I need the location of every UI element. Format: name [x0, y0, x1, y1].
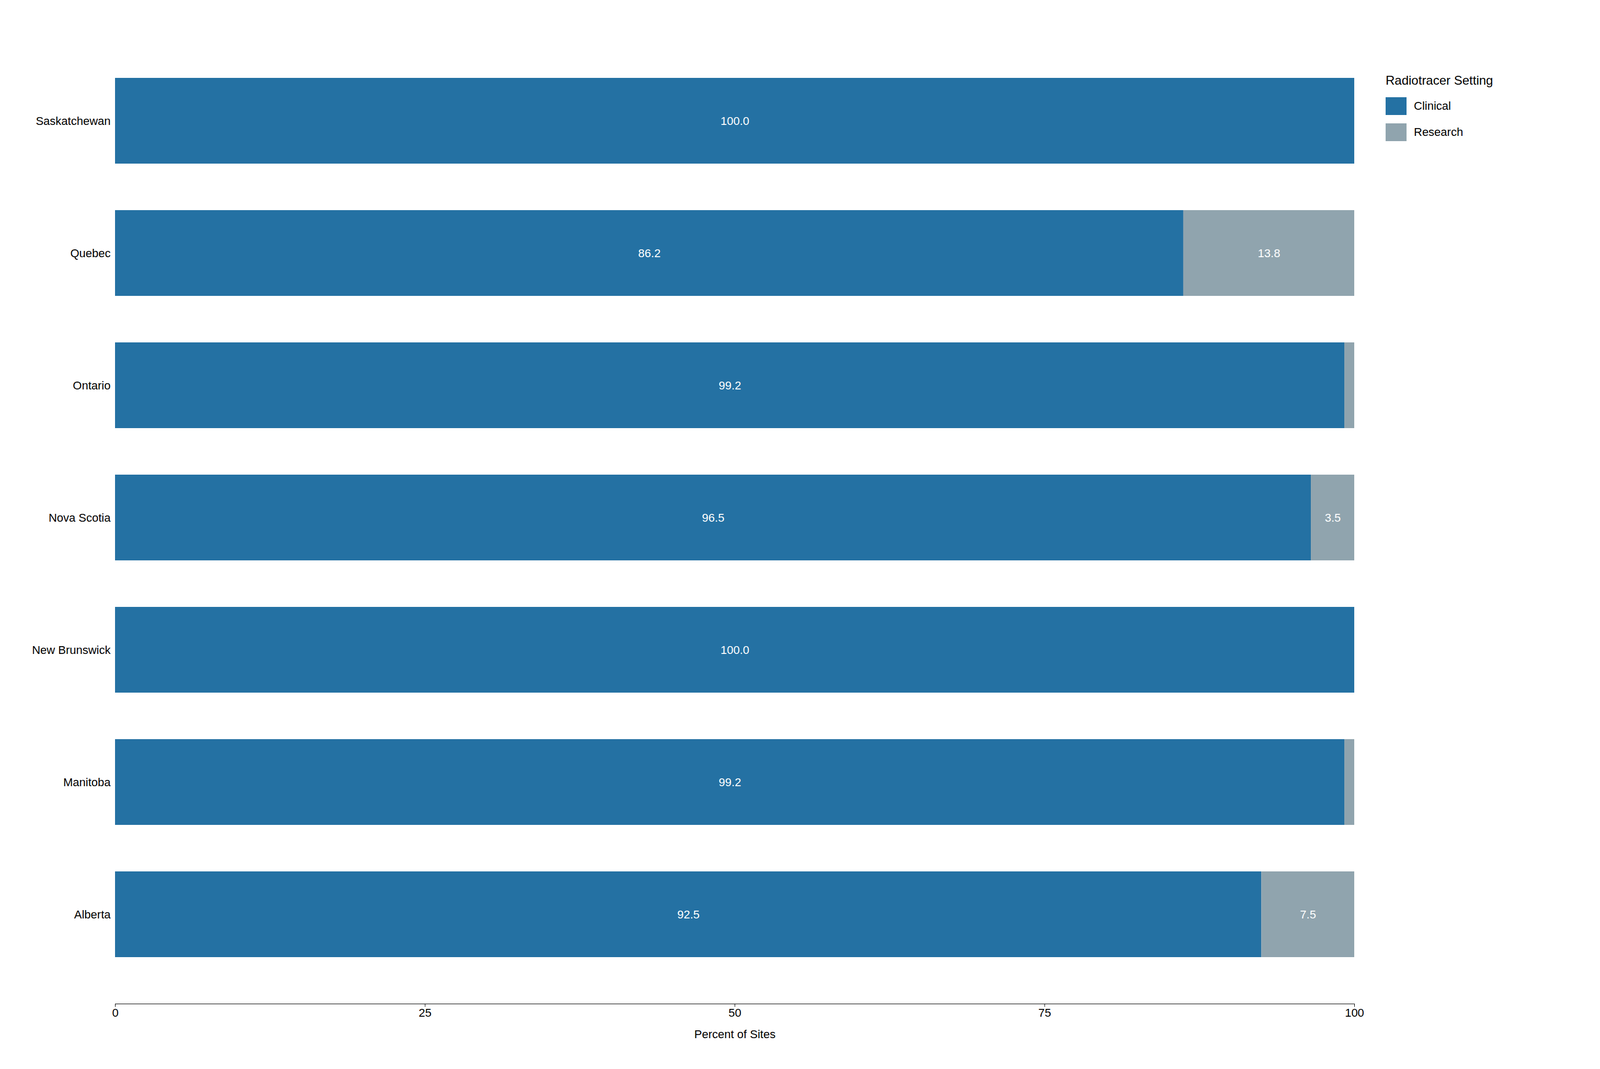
svg-text:Saskatchewan: Saskatchewan [35, 114, 111, 128]
svg-text:13.8: 13.8 [1258, 246, 1281, 260]
svg-text:Manitoba: Manitoba [63, 775, 111, 790]
svg-text:Quebec: Quebec [70, 246, 111, 260]
svg-text:75: 75 [1038, 1006, 1051, 1020]
svg-text:92.5: 92.5 [677, 908, 700, 922]
svg-text:100.0: 100.0 [720, 643, 750, 657]
svg-text:0: 0 [111, 1006, 119, 1020]
svg-text:Ontario: Ontario [72, 379, 111, 393]
svg-text:3.5: 3.5 [1324, 511, 1342, 525]
svg-text:100.0: 100.0 [720, 114, 750, 128]
svg-text:25: 25 [418, 1006, 432, 1020]
svg-text:86.2: 86.2 [638, 246, 661, 260]
svg-text:Nova Scotia: Nova Scotia [48, 511, 111, 525]
svg-text:Alberta: Alberta [74, 908, 111, 922]
svg-text:New Brunswick: New Brunswick [31, 643, 111, 657]
svg-text:96.5: 96.5 [702, 511, 725, 525]
svg-text:99.2: 99.2 [718, 379, 742, 393]
svg-text:Percent of Sites: Percent of Sites [694, 1027, 776, 1042]
html-text:Research: Research [1413, 125, 1464, 139]
svg-text:50: 50 [728, 1006, 741, 1020]
html-text:Radiotracer Setting: Radiotracer Setting [1385, 73, 1494, 88]
svg-text:99.2: 99.2 [718, 775, 742, 790]
html-text:Clinical: Clinical [1413, 99, 1451, 113]
svg-text:7.5: 7.5 [1299, 908, 1317, 922]
svg-text:100: 100 [1344, 1006, 1365, 1020]
